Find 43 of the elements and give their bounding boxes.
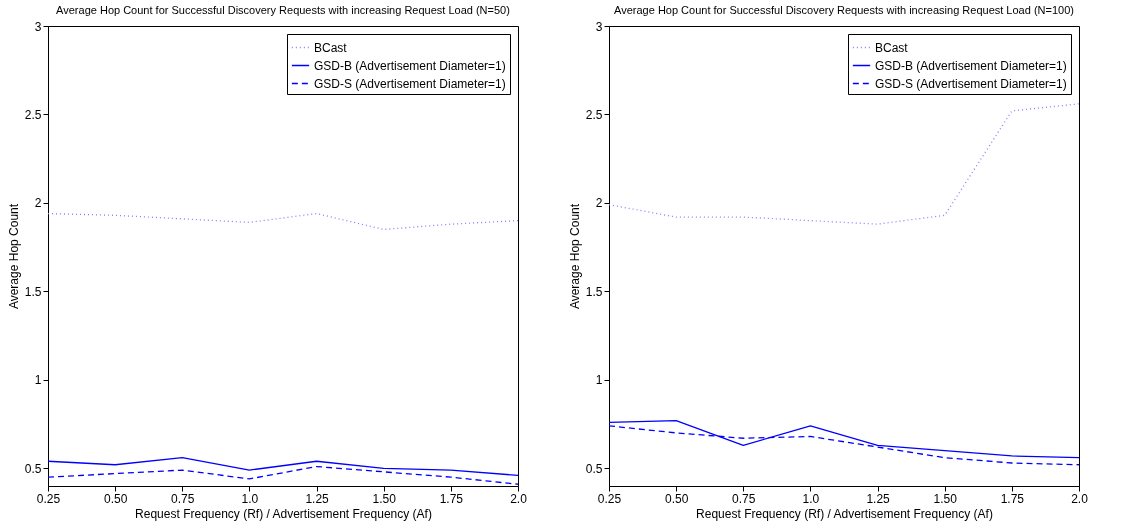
line-series: [47, 457, 519, 477]
chart-title: Average Hop Count for Successful Discovery Requests with increasing Request Load (N=50): [56, 4, 510, 16]
y-tick-label: 0.5: [585, 461, 603, 476]
x-axis-title: Request Frequency (Rf) / Advertisement Frequency (Af): [135, 506, 432, 521]
y-tick-label: 2.5: [585, 107, 603, 122]
legend-label: BCast: [875, 40, 909, 55]
x-tick-label: 1.75: [439, 491, 464, 506]
y-axis-title: Average Hop Count: [6, 203, 21, 310]
line-series: [608, 103, 1080, 225]
x-tick-label: 0.25: [597, 491, 622, 506]
x-tick-label: 1.0: [802, 491, 820, 506]
y-tick-label: 3: [595, 19, 603, 34]
y-tick-label: 3: [34, 19, 42, 34]
x-tick-label: 1.25: [866, 491, 891, 506]
y-tick-label: 0.5: [24, 461, 42, 476]
line-series: [47, 212, 519, 231]
y-tick-label: 2: [595, 196, 603, 211]
y-tick-label: 1.5: [24, 284, 42, 299]
y-axis-title: Average Hop Count: [567, 203, 582, 310]
x-tick-label: 0.50: [103, 491, 128, 506]
y-tick-label: 2.5: [24, 107, 42, 122]
legend-label: GSD-B (Advertisement Diameter=1): [314, 58, 506, 73]
x-tick-label: 1.75: [1000, 491, 1025, 506]
legend-label: BCast: [314, 40, 348, 55]
x-tick-label: 1.50: [933, 491, 958, 506]
legend-label: GSD-B (Advertisement Diameter=1): [875, 58, 1067, 73]
x-tick-label: 1.0: [241, 491, 259, 506]
x-tick-label: 0.75: [171, 491, 195, 506]
chart-title: Average Hop Count for Successful Discovery Requests with increasing Request Load (N=100): [614, 4, 1074, 16]
x-tick-label: 0.25: [36, 491, 61, 506]
x-tick-label: 2.0: [1071, 491, 1089, 506]
x-tick-label: 0.75: [732, 491, 756, 506]
x-tick-label: 0.50: [664, 491, 689, 506]
y-tick-label: 1: [34, 373, 42, 388]
x-tick-label: 2.0: [510, 491, 528, 506]
x-tick-label: 1.25: [305, 491, 330, 506]
legend-label: GSD-S (Advertisement Diameter=1): [314, 76, 506, 91]
x-tick-label: 1.50: [372, 491, 397, 506]
x-axis-title: Request Frequency (Rf) / Advertisement Frequency (Af): [696, 506, 993, 521]
y-tick-label: 1: [595, 373, 603, 388]
y-tick-label: 2: [34, 196, 42, 211]
legend-label: GSD-S (Advertisement Diameter=1): [875, 76, 1067, 91]
y-tick-label: 1.5: [585, 284, 603, 299]
